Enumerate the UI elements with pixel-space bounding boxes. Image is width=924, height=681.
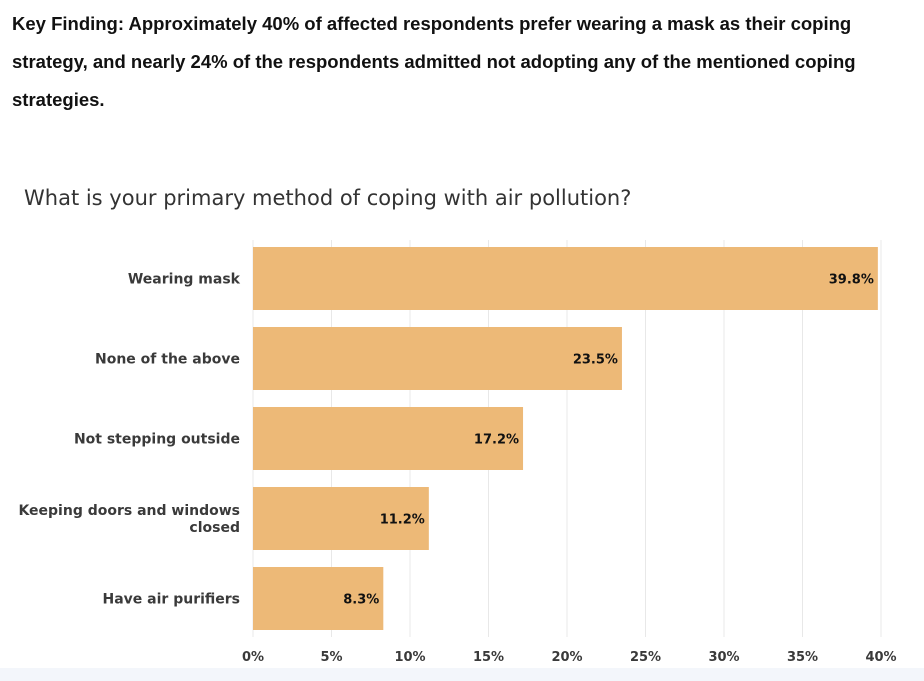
data-label: 23.5%	[573, 353, 618, 368]
category-label: None of the above	[95, 352, 240, 368]
key-finding-line-1: Key Finding: Approximately 40% of affect…	[12, 13, 852, 34]
key-finding-text: Key Finding: Approximately 40% of affect…	[12, 5, 917, 119]
x-tick-label: 10%	[394, 650, 425, 665]
bottom-strip	[0, 668, 924, 681]
bar	[253, 487, 429, 550]
bar	[253, 327, 622, 390]
chart-title: What is your primary method of coping wi…	[24, 186, 632, 210]
key-finding-line-2: strategy, and nearly 24% of the responde…	[12, 51, 856, 72]
data-label: 17.2%	[474, 433, 519, 448]
bar	[253, 247, 878, 310]
bars	[253, 247, 878, 630]
data-label: 39.8%	[829, 273, 874, 288]
x-tick-label: 30%	[708, 650, 739, 665]
category-label: Wearing mask	[128, 272, 241, 288]
bar	[253, 407, 524, 470]
key-finding-line-3: strategies.	[12, 89, 105, 110]
category-label: Have air purifiers	[103, 592, 240, 608]
x-tick-label: 15%	[473, 650, 504, 665]
category-label: Not stepping outside	[74, 432, 240, 448]
data-label: 11.2%	[380, 513, 425, 528]
x-tick-label: 40%	[865, 650, 896, 665]
data-label: 8.3%	[343, 593, 379, 608]
x-tick-label: 20%	[551, 650, 582, 665]
category-label: Keeping doors and windows	[18, 503, 240, 519]
x-tick-label: 5%	[320, 650, 342, 665]
category-label: closed	[189, 520, 240, 536]
x-tick-label: 35%	[787, 650, 818, 665]
bar	[253, 567, 384, 630]
x-tick-label: 25%	[630, 650, 661, 665]
labels: 0% 5% 10% 15% 20% 25% 30% 35% 40% 39.8% Wearing ma…	[18, 272, 896, 666]
x-tick-label: 0%	[242, 650, 264, 665]
